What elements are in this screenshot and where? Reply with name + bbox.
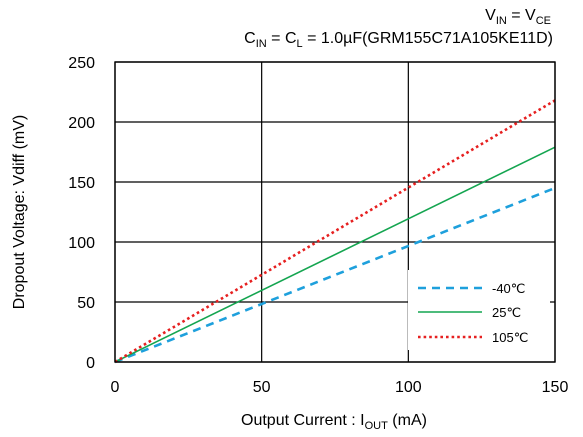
annotation-vin-vce: VIN = VCE bbox=[485, 7, 551, 27]
legend-label: -40℃ bbox=[492, 281, 525, 296]
y-tick-labels: 0 50 100 150 200 250 bbox=[68, 55, 95, 372]
x-tick-labels: 0 50 100 150 bbox=[111, 379, 569, 396]
y-tick-label: 200 bbox=[68, 115, 95, 132]
series-line-1 bbox=[114, 186, 556, 364]
legend-label: 105℃ bbox=[492, 330, 528, 345]
y-tick-label: 150 bbox=[68, 175, 95, 192]
y-tick-label: 100 bbox=[68, 235, 95, 252]
series-line-3 bbox=[114, 99, 556, 364]
x-tick-label: 150 bbox=[542, 379, 569, 396]
legend-label: 25℃ bbox=[492, 305, 521, 320]
y-tick-label: 50 bbox=[77, 295, 95, 312]
series-lines bbox=[114, 99, 556, 364]
y-tick-label: 0 bbox=[86, 355, 95, 372]
plot-frame bbox=[114, 61, 556, 363]
series-line-2 bbox=[114, 146, 556, 363]
x-tick-label: 0 bbox=[111, 379, 120, 396]
legend: -40℃ 25℃ 105℃ bbox=[408, 270, 550, 350]
x-tick-label: 100 bbox=[395, 379, 422, 396]
x-axis-title: Output Current : IOUT (mA) bbox=[241, 412, 427, 432]
annotation-capacitor: CIN = CL = 1.0µF(GRM155C71A105KE11D) bbox=[244, 30, 553, 50]
y-tick-label: 250 bbox=[68, 55, 95, 72]
x-tick-label: 50 bbox=[253, 379, 271, 396]
y-axis-title: Dropout Voltage: Vdiff (mV) bbox=[11, 115, 28, 309]
